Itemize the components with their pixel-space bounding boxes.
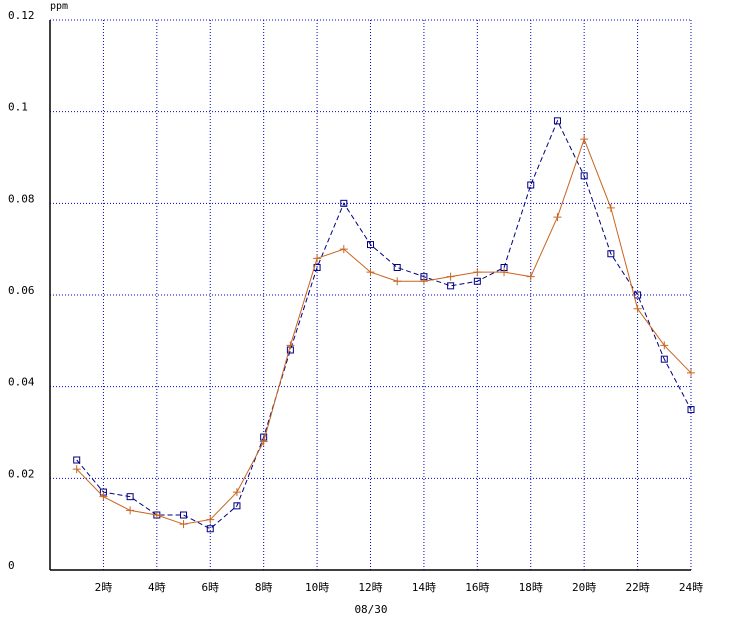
point-marker [634,291,642,299]
point-marker [367,241,374,249]
point-marker [393,264,401,271]
point-marker [233,502,241,510]
x-tick-label: 22時 [625,581,649,594]
point-marker [152,511,161,519]
x-tick-label: 4時 [148,581,166,594]
point-marker [633,304,642,313]
point-marker [339,245,348,254]
y-tick-label: 0.02 [8,467,35,480]
point-marker [393,277,402,286]
point-marker [126,493,134,501]
point-marker [473,277,481,285]
series-line [76,119,692,530]
point-marker [606,203,615,212]
point-marker [232,488,241,497]
point-marker [687,368,695,377]
y-tick-label: 0.06 [8,284,35,297]
x-tick-label: 16時 [465,581,489,594]
x-tick-label: 2時 [95,581,113,594]
point-marker [340,199,348,207]
point-marker [447,282,455,290]
point-marker [179,520,188,529]
y-tick-label: 0.1 [8,101,28,114]
point-marker [313,254,322,263]
point-marker [473,268,482,277]
point-marker [446,272,455,281]
point-marker [73,456,81,464]
point-marker [660,341,669,350]
x-tick-label: 8時 [255,581,273,594]
x-tick-label: 24時 [679,581,703,594]
x-tick-label: 14時 [412,581,436,594]
y-tick-label: 0 [8,559,15,572]
y-unit: ppm [50,1,68,12]
x-tick-label: 6時 [201,581,219,594]
point-marker [126,506,135,515]
point-marker [553,117,561,125]
point-marker [99,492,108,501]
point-marker [527,181,535,189]
x-tick-label: 12時 [358,581,382,594]
point-marker [206,515,215,524]
x-tick-label: 18時 [519,581,543,594]
point-marker [553,213,562,222]
point-marker [259,437,268,446]
x-tick-label: 10時 [305,581,329,594]
series-line [76,137,692,525]
point-marker [366,268,375,277]
y-tick-label: 0.12 [8,9,35,22]
point-marker [180,511,188,519]
y-tick-label: 0.08 [8,192,35,205]
y-tick-label: 0.04 [8,376,35,389]
point-marker [206,525,214,533]
point-marker [607,250,615,258]
point-marker [660,355,668,363]
x-axis-label: 08/30 [354,603,387,616]
point-marker [72,465,81,474]
point-marker [580,135,589,144]
point-marker [500,268,509,277]
x-tick-label: 20時 [572,581,596,594]
point-marker [286,341,295,350]
point-marker [687,406,695,414]
point-marker [419,277,428,286]
point-marker [526,272,535,281]
point-marker [580,172,588,180]
